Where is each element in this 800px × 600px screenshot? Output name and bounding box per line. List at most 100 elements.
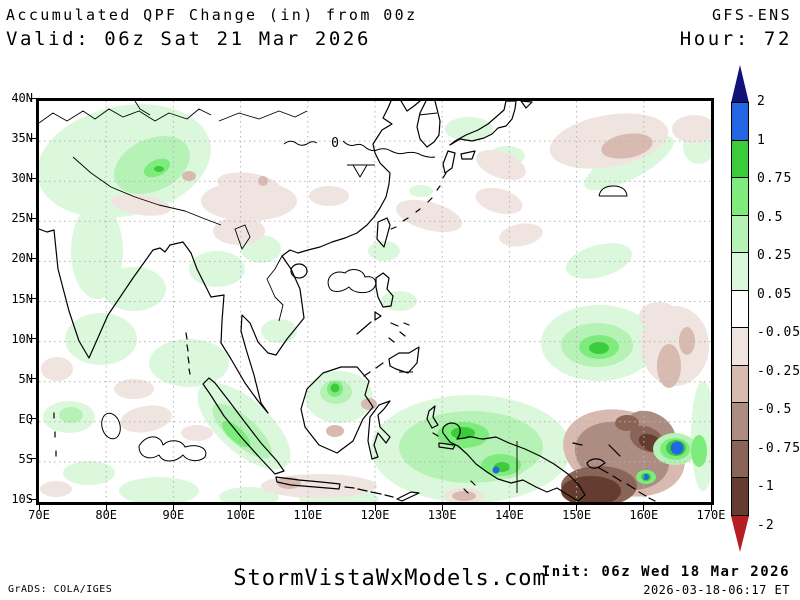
coastline-moluccas (426, 405, 456, 450)
colorbar-tick-label: -0.25 (757, 363, 800, 379)
colorbar-tick-label: 2 (757, 94, 766, 109)
fill-blob (672, 115, 711, 143)
coastline-japan (442, 101, 533, 174)
fill-blob (189, 251, 245, 287)
fill-blob (643, 474, 649, 480)
fill-blob (361, 398, 377, 410)
lon-tick-label: 160E (629, 508, 659, 522)
colorbar-segment (731, 214, 749, 253)
fill-blob (181, 425, 213, 441)
colorbar-legend: 2 1 0.75 0.5 0.25 0.05 -0.05 -0.25 -0.5 -0.75 -1 -2 (731, 65, 800, 565)
fill-blob (102, 267, 166, 311)
fill-blob (670, 441, 684, 455)
fill-blob (59, 407, 83, 423)
lon-tick-label: 170E (696, 508, 726, 522)
fill-blob (368, 241, 400, 261)
forecast-hour: Hour: 72 (679, 28, 792, 50)
lat-tick-label: 15N (11, 291, 33, 306)
colorbar-segment (731, 139, 749, 178)
colorbar-segment (731, 439, 749, 478)
coastline-sumatra (202, 377, 285, 475)
coastline-mainland-asia (39, 101, 393, 414)
fill-blob (213, 217, 265, 245)
colorbar-tick-label: -0.5 (757, 402, 793, 417)
grads-credit: GrADS: COLA/IGES (8, 584, 113, 595)
coastline-andaman-maldives (53, 332, 191, 457)
colorbar-tick-label: -2 (757, 517, 775, 533)
fill-blob (409, 185, 433, 197)
coastline-philippines (356, 272, 420, 377)
lat-tick-label: 25N (11, 211, 33, 226)
lat-tick-mark (29, 498, 36, 500)
fill-blob (40, 481, 72, 497)
colorbar-segment (731, 327, 749, 366)
lon-tick-mark (710, 505, 712, 511)
coastline-ryukyu-islands (390, 172, 447, 230)
lat-tick-label: 40N (11, 91, 33, 105)
lat-tick-label: 5S (18, 451, 33, 466)
fill-blob (119, 477, 199, 502)
colorbar-tick-label: 0.75 (757, 171, 793, 186)
borders-central-asia-himalaya (39, 101, 308, 322)
lon-tick-label: 120E (360, 508, 390, 522)
lat-tick-label: 10S (11, 492, 33, 506)
valid-time: Valid: 06z Sat 21 Mar 2026 (6, 28, 372, 50)
coastline-korea (400, 101, 441, 148)
colorbar-tick-label: -1 (757, 479, 775, 494)
lat-tick-mark (29, 177, 36, 179)
fill-blob (476, 149, 526, 181)
fill-blob (452, 491, 476, 501)
lat-tick-mark (29, 458, 36, 460)
zero-contour-label: 0 (331, 136, 339, 151)
colorbar-tick-label: -0.05 (757, 325, 800, 340)
colorbar-above-max-arrow (731, 65, 749, 103)
coastline-hainan (290, 263, 308, 279)
init-time: Init: 06z Wed 18 Mar 2026 (541, 564, 790, 580)
lon-tick-mark (441, 505, 443, 511)
colorbar-segment (731, 252, 749, 291)
fill-blob (601, 133, 653, 159)
qpf-fill-regions (39, 104, 711, 502)
fill-blob (326, 425, 344, 437)
lon-tick-mark (172, 505, 174, 511)
lon-tick-label: 150E (562, 508, 592, 522)
lat-tick-mark (29, 378, 36, 380)
colorbar-segment (731, 477, 749, 516)
lon-tick-mark (240, 505, 242, 511)
fill-blob (41, 357, 73, 381)
lat-tick-mark (29, 257, 36, 259)
colorbar-segment (731, 177, 749, 216)
fill-blob (219, 487, 279, 502)
lon-tick-mark (307, 505, 309, 511)
lon-tick-mark (576, 505, 578, 511)
lat-tick-mark (29, 137, 36, 139)
fill-blob (65, 313, 137, 365)
fill-blob (451, 427, 475, 439)
lat-tick-label: 10N (11, 331, 33, 346)
colorbar-tick-label: 1 (757, 132, 766, 148)
fill-blob (114, 379, 154, 399)
fill-blob (691, 435, 707, 467)
graticule-gridlines (39, 101, 711, 502)
colorbar-segment (731, 402, 749, 441)
model-name: GFS-ENS (711, 6, 792, 24)
lon-tick-label: 130E (427, 508, 457, 522)
fill-blob (111, 194, 171, 216)
coastline-sulawesi (367, 400, 391, 460)
lon-tick-mark (643, 505, 645, 511)
lon-tick-mark (105, 505, 107, 511)
fill-blob (492, 466, 500, 474)
generated-timestamp: 2026-03-18-06:17 ET (643, 583, 790, 597)
lon-tick-label: 140E (494, 508, 524, 522)
colorbar-tick-label: 0.05 (757, 286, 793, 302)
lat-tick-mark (29, 418, 36, 420)
fill-blob (615, 415, 639, 431)
coastline-taiwan (376, 217, 391, 248)
lat-tick-mark (29, 298, 36, 299)
lat-tick-mark (29, 217, 36, 219)
zero-contour-lines (138, 140, 628, 462)
fill-blob (679, 327, 695, 355)
coastline-bismarck-solomons (463, 442, 656, 502)
colorbar-tick-label: 0.25 (757, 248, 793, 263)
